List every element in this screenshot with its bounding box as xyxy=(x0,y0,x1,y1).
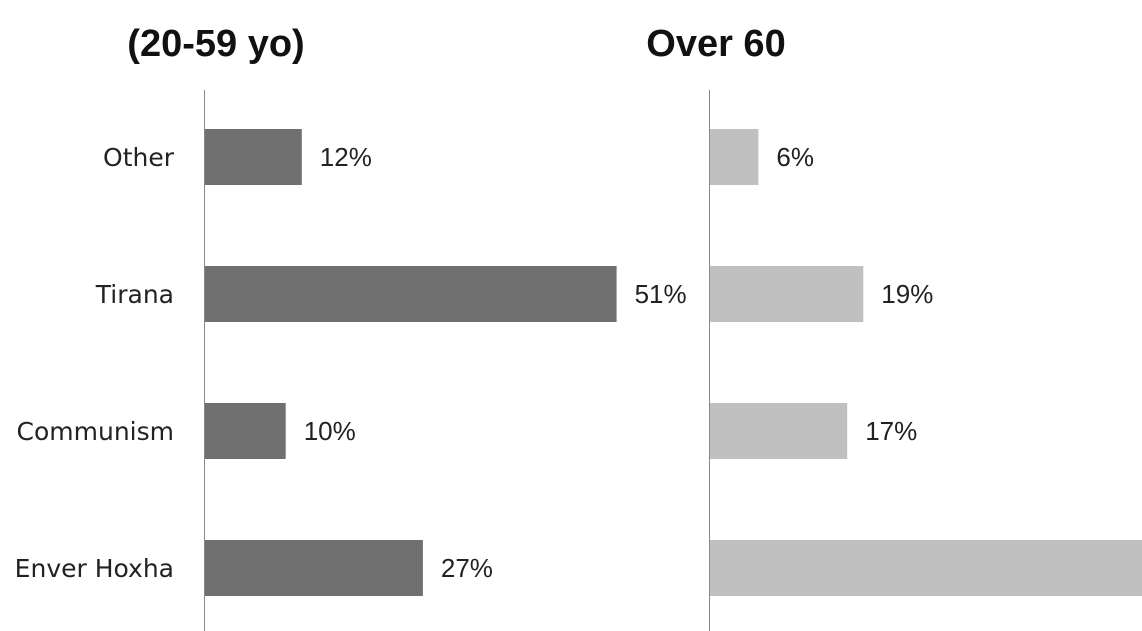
category-label-tirana: Tirana xyxy=(95,280,174,309)
panel-title-age-20-59: (20-59 yo) xyxy=(127,23,304,65)
right-bar-tirana xyxy=(710,266,864,322)
left-value-label-communism: 10% xyxy=(304,416,356,446)
left-category-labels: Other Tirana Communism Enver Hoxha xyxy=(15,143,175,583)
left-value-label-enver-hoxha: 27% xyxy=(441,553,493,583)
left-bar-other xyxy=(205,129,302,185)
right-value-label-communism: 17% xyxy=(865,416,917,446)
right-bar-other xyxy=(710,129,759,185)
right-bar-enver-hoxha xyxy=(710,540,1142,596)
category-label-enver-hoxha: Enver Hoxha xyxy=(15,554,174,583)
right-value-label-other: 6% xyxy=(776,142,814,172)
left-bar-communism xyxy=(205,403,286,459)
category-label-other: Other xyxy=(103,143,175,172)
left-value-label-other: 12% xyxy=(320,142,372,172)
panel-over-60: Over 60 6%19%17%58% xyxy=(646,23,1142,631)
category-label-communism: Communism xyxy=(17,417,174,446)
right-value-labels: 6%19%17%58% xyxy=(776,142,933,446)
left-value-labels: 12% 51% 10% 27% xyxy=(304,142,687,583)
left-bars xyxy=(205,129,617,596)
right-bars xyxy=(710,129,1142,596)
left-bar-tirana xyxy=(205,266,617,322)
right-bar-communism xyxy=(710,403,848,459)
panel-age-20-59: (20-59 yo) Other Tirana Communism Enver Hox… xyxy=(15,23,687,631)
right-value-label-tirana: 19% xyxy=(881,279,933,309)
panel-title-over-60: Over 60 xyxy=(646,23,785,65)
left-bar-enver-hoxha xyxy=(205,540,423,596)
left-value-label-tirana: 51% xyxy=(635,279,687,309)
